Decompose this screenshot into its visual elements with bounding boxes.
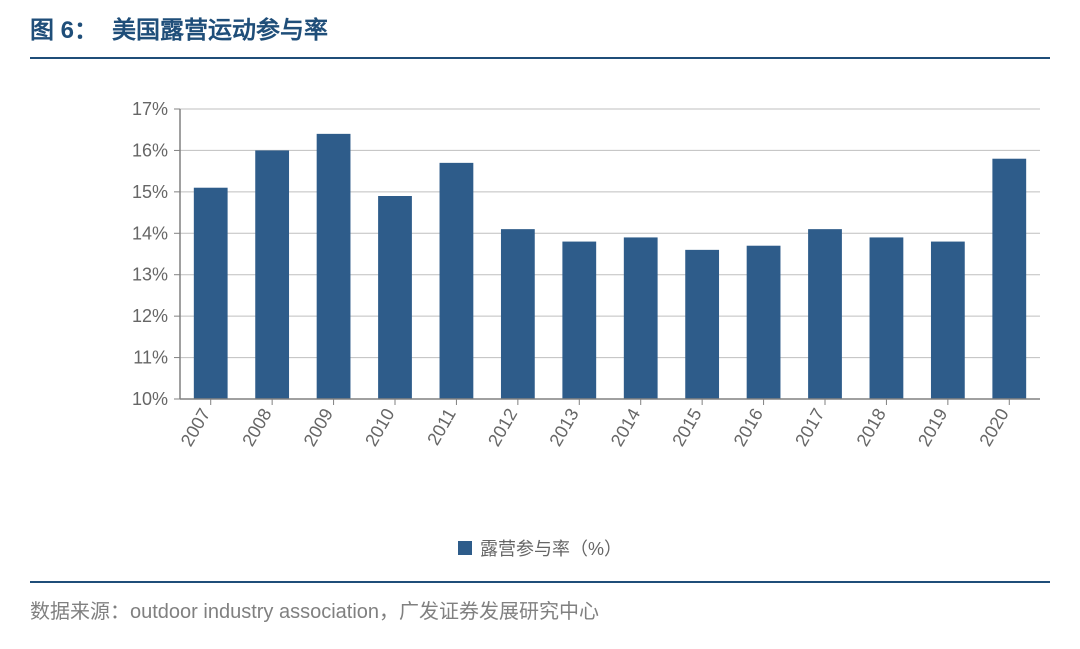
svg-text:11%: 11%: [133, 348, 168, 368]
x-tick-label: 2008: [238, 405, 275, 450]
bar: [440, 163, 474, 399]
figure-header: 图 6： 美国露营运动参与率: [0, 0, 1080, 57]
x-tick-label: 2018: [853, 405, 890, 450]
data-source: 数据来源：outdoor industry association，广发证券发展…: [0, 583, 1080, 624]
data-source-prefix: 数据来源：: [30, 601, 130, 623]
bar: [255, 150, 289, 399]
bar: [808, 229, 842, 399]
bar: [870, 237, 904, 399]
chart-legend: 露营参与率（%）: [0, 535, 1080, 561]
x-tick-label: 2017: [791, 405, 828, 450]
svg-text:12%: 12%: [132, 306, 168, 326]
bar: [747, 246, 781, 399]
svg-text:15%: 15%: [132, 182, 168, 202]
bar-chart: 10% 11% 12% 13% 14% 15% 16% 17% 2007 2008 2009 2010…: [110, 99, 1060, 509]
x-tick-label: 2007: [177, 405, 214, 450]
svg-text:10%: 10%: [132, 389, 168, 409]
x-tick-label: 2011: [423, 405, 460, 449]
bar: [194, 188, 228, 399]
chart-container: 10% 11% 12% 13% 14% 15% 16% 17% 2007 2008 2009 2010…: [110, 99, 1020, 529]
figure-title: 美国露营运动参与率: [112, 10, 328, 45]
x-tick-label: 2014: [607, 405, 644, 450]
x-tick-label: 2009: [300, 405, 337, 450]
figure-label: 图 6：: [30, 10, 98, 45]
bar: [378, 196, 412, 399]
bar: [317, 134, 351, 399]
x-tick-label: 2016: [730, 405, 767, 450]
bar: [624, 237, 658, 399]
svg-text:17%: 17%: [132, 99, 168, 119]
bar: [562, 242, 596, 399]
page-root: 图 6： 美国露营运动参与率 10% 11% 12% 13% 14% 15% 16% 17% 2…: [0, 0, 1080, 649]
svg-text:14%: 14%: [132, 223, 168, 243]
x-tick-label: 2020: [975, 405, 1012, 450]
x-tick-label: 2015: [668, 405, 705, 450]
data-source-text: outdoor industry association，广发证券发展研究中心: [130, 601, 599, 623]
legend-swatch: [458, 541, 472, 555]
x-tick-label: 2012: [484, 405, 521, 450]
bar: [992, 159, 1026, 399]
svg-text:13%: 13%: [132, 265, 168, 285]
x-tick-label: 2019: [914, 405, 951, 450]
header-divider: [30, 57, 1050, 59]
x-tick-label: 2013: [545, 405, 582, 450]
bar: [685, 250, 719, 399]
bar: [931, 242, 965, 399]
x-tick-label: 2010: [361, 405, 398, 450]
legend-label: 露营参与率（%）: [480, 535, 622, 561]
svg-text:16%: 16%: [132, 140, 168, 160]
bar: [501, 229, 535, 399]
